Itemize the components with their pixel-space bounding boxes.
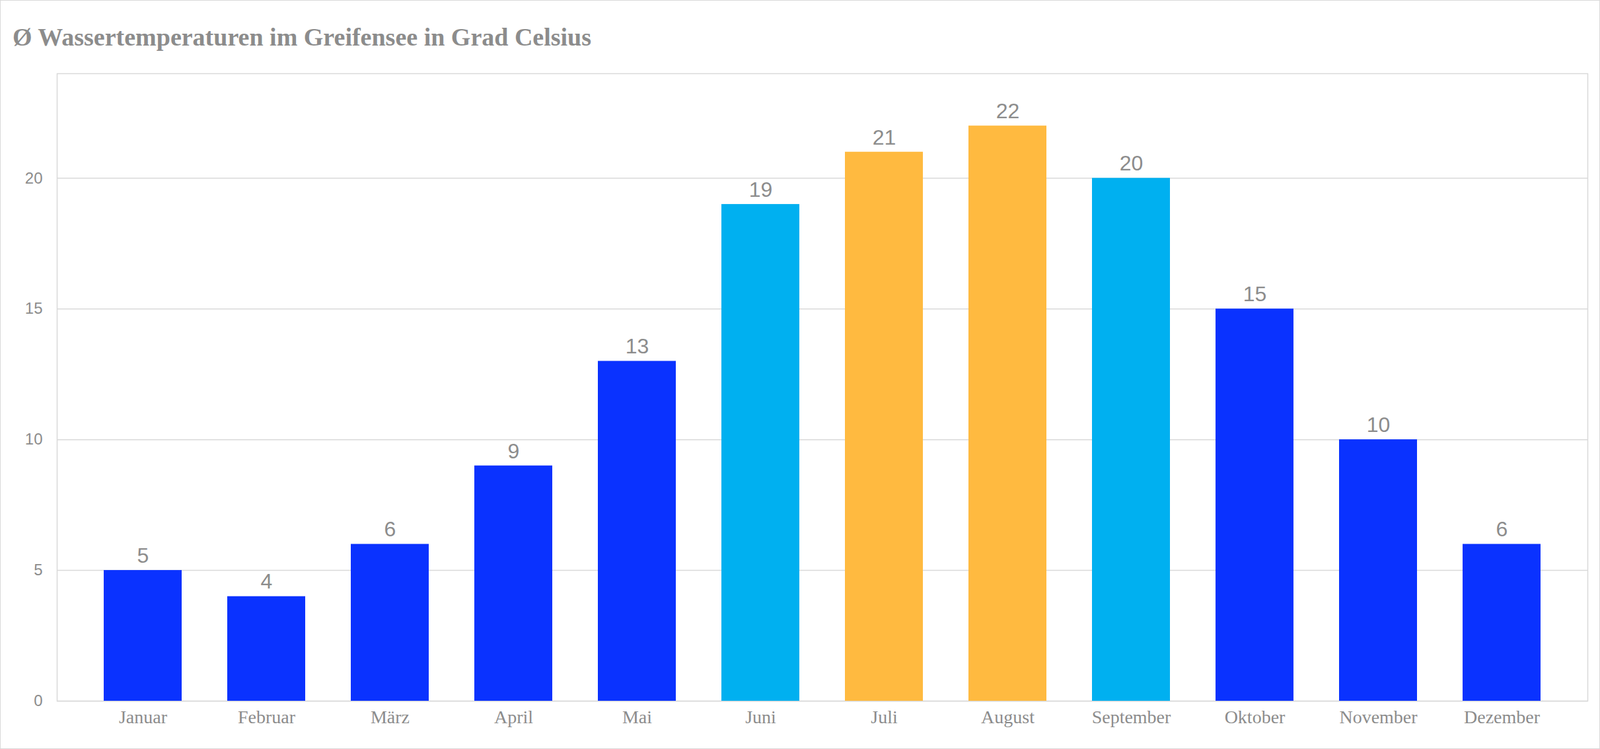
svg-text:Oktober: Oktober <box>1224 706 1286 728</box>
svg-text:19: 19 <box>749 177 773 202</box>
svg-text:Juni: Juni <box>745 706 777 728</box>
svg-text:5: 5 <box>33 560 43 579</box>
svg-text:9: 9 <box>508 438 520 463</box>
svg-text:Dezember: Dezember <box>1463 706 1541 728</box>
svg-text:Mai: Mai <box>622 706 653 728</box>
svg-text:November: November <box>1339 706 1418 728</box>
svg-text:März: März <box>370 706 410 728</box>
svg-text:5: 5 <box>137 543 150 568</box>
svg-text:April: April <box>494 706 534 728</box>
svg-text:21: 21 <box>872 124 897 149</box>
svg-text:August: August <box>981 706 1035 728</box>
svg-text:Januar: Januar <box>118 706 168 728</box>
svg-text:6: 6 <box>384 517 397 542</box>
svg-text:20: 20 <box>25 169 43 187</box>
svg-text:4: 4 <box>260 569 273 594</box>
svg-text:6: 6 <box>1496 517 1509 542</box>
svg-text:10: 10 <box>1366 412 1391 437</box>
svg-text:20: 20 <box>1119 151 1144 176</box>
html-text:Ø Wassertemperaturen im Greife: Ø Wassertemperaturen im Greifensee in Gr… <box>12 23 592 51</box>
svg-text:15: 15 <box>25 299 43 318</box>
svg-text:September: September <box>1091 706 1172 728</box>
svg-text:Februar: Februar <box>237 706 296 728</box>
svg-text:13: 13 <box>625 334 650 359</box>
svg-text:0: 0 <box>33 691 43 710</box>
svg-text:Juli: Juli <box>870 706 898 728</box>
svg-text:22: 22 <box>996 99 1020 123</box>
svg-text:15: 15 <box>1243 282 1268 306</box>
svg-text:10: 10 <box>25 430 43 448</box>
